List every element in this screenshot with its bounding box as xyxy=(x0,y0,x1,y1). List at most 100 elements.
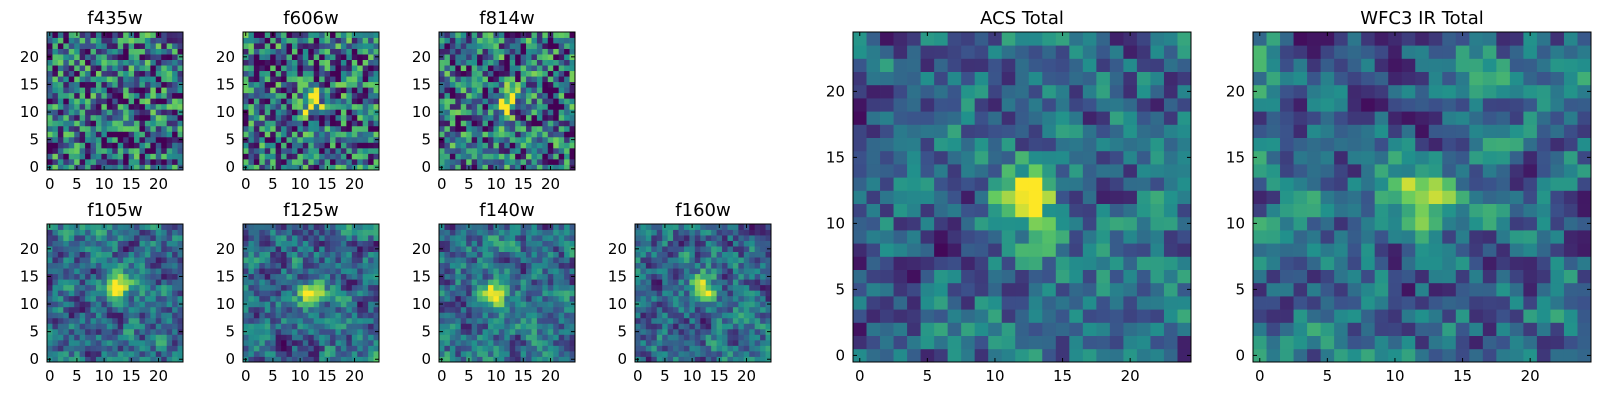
heatmap-cell xyxy=(308,312,315,319)
heatmap-cell xyxy=(123,114,129,121)
heatmap-cell xyxy=(711,268,717,275)
heatmap-cell xyxy=(1163,164,1178,178)
heatmap-cell xyxy=(711,240,717,247)
heatmap-cell xyxy=(700,262,707,269)
heatmap-cell xyxy=(362,334,369,341)
heatmap-cell xyxy=(373,279,380,286)
heatmap-cell xyxy=(765,235,772,241)
heatmap-cell xyxy=(139,229,146,236)
heatmap-cell xyxy=(324,92,331,99)
heatmap-cell xyxy=(139,301,146,308)
heatmap-cell xyxy=(732,229,739,236)
heatmap-cell xyxy=(139,251,146,258)
heatmap-cell xyxy=(79,142,86,149)
heatmap-cell xyxy=(297,92,304,99)
heatmap-cell xyxy=(95,224,102,230)
heatmap-cell xyxy=(57,262,64,269)
heatmap-cell xyxy=(934,164,949,178)
heatmap-cell xyxy=(765,251,772,258)
heatmap-cell xyxy=(340,153,347,160)
heatmap-cell xyxy=(542,136,549,143)
heatmap-cell xyxy=(177,306,184,313)
heatmap-cell xyxy=(1096,309,1111,323)
heatmap-cell xyxy=(760,295,766,302)
heatmap-cell xyxy=(346,356,353,363)
heatmap-cell xyxy=(324,345,331,352)
heatmap-cell xyxy=(112,70,119,77)
heatmap-cell xyxy=(313,290,320,297)
heatmap-cell xyxy=(286,345,293,352)
heatmap-cell xyxy=(444,246,451,252)
heatmap-cell xyxy=(689,257,696,264)
heatmap-cell xyxy=(471,279,478,286)
heatmap-cell xyxy=(564,103,570,110)
heatmap-cell xyxy=(444,317,451,324)
heatmap-cell xyxy=(569,240,576,247)
heatmap-cell xyxy=(373,257,380,264)
heatmap-cell xyxy=(281,70,287,77)
heatmap-cell xyxy=(259,98,266,105)
heatmap-cell xyxy=(297,87,304,94)
heatmap-cell xyxy=(286,268,293,275)
heatmap-cell xyxy=(286,59,293,66)
heatmap-cell xyxy=(270,65,277,72)
heatmap-cell xyxy=(302,65,309,72)
heatmap-cell xyxy=(689,301,696,308)
heatmap-cell xyxy=(526,284,532,291)
heatmap-cell xyxy=(79,92,86,99)
heatmap-cell xyxy=(166,323,173,330)
heatmap-cell xyxy=(161,312,168,319)
heatmap-cell xyxy=(128,142,135,149)
heatmap-cell xyxy=(128,295,135,302)
heatmap-cell xyxy=(961,296,976,310)
heatmap-cell xyxy=(330,284,336,291)
heatmap-cell xyxy=(482,328,489,335)
heatmap-cell xyxy=(351,345,358,352)
heatmap-cell xyxy=(515,356,521,363)
heatmap-cell xyxy=(689,273,696,280)
heatmap-cell xyxy=(493,81,500,88)
heatmap-cell xyxy=(569,76,576,83)
heatmap-cell xyxy=(711,251,717,258)
heatmap-cell xyxy=(308,224,315,230)
heatmap-cell xyxy=(460,65,467,72)
heatmap-cell xyxy=(117,59,124,66)
heatmap-cell xyxy=(498,224,505,230)
heatmap-cell xyxy=(920,177,935,191)
heatmap-cell xyxy=(520,114,527,121)
heatmap-cell xyxy=(498,268,505,275)
heatmap-cell xyxy=(1123,230,1138,244)
heatmap-cell xyxy=(63,345,70,352)
heatmap-cell xyxy=(553,235,560,241)
heatmap-cell xyxy=(640,240,647,247)
heatmap-cell xyxy=(134,43,140,49)
heatmap-cell xyxy=(487,70,494,77)
heatmap-cell xyxy=(243,312,249,319)
heatmap-cell xyxy=(667,279,674,286)
heatmap-cell xyxy=(313,240,320,247)
heatmap-cell xyxy=(920,296,935,310)
heatmap-cell xyxy=(308,240,315,247)
heatmap-cell xyxy=(515,235,521,241)
heatmap-cell xyxy=(351,114,358,121)
heatmap-cell xyxy=(90,103,97,110)
heatmap-cell xyxy=(853,177,867,191)
heatmap-cell xyxy=(79,334,86,341)
heatmap-cell xyxy=(569,229,576,236)
heatmap-cell xyxy=(509,240,516,247)
heatmap-cell xyxy=(482,136,489,143)
heatmap-cell xyxy=(248,284,255,291)
heatmap-cell xyxy=(134,328,140,335)
heatmap-cell xyxy=(1028,282,1043,297)
heatmap-cell xyxy=(68,98,75,105)
heatmap-cell xyxy=(335,98,342,105)
heatmap-cell xyxy=(640,284,647,291)
heatmap-cell xyxy=(1001,190,1016,204)
heatmap-cell xyxy=(553,279,560,286)
heatmap-cell xyxy=(134,136,140,143)
heatmap-cell xyxy=(139,109,146,116)
heatmap-cell xyxy=(460,284,467,291)
heatmap-cell xyxy=(449,92,456,99)
heatmap-cell xyxy=(90,59,97,66)
x-tick-label: 20 xyxy=(149,367,168,385)
